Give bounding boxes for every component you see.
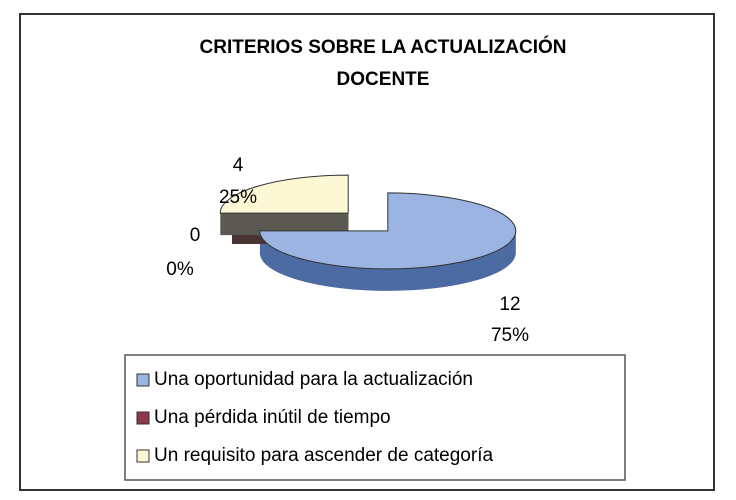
data-label-percent: 0% bbox=[166, 259, 194, 280]
data-label-percent: 75% bbox=[491, 325, 529, 346]
legend-label: Un requisito para ascender de categoría bbox=[154, 445, 493, 466]
legend-swatch bbox=[136, 373, 150, 387]
legend-swatch bbox=[136, 411, 150, 425]
legend-label: Una oportunidad para la actualización bbox=[154, 369, 473, 390]
chart-title: CRITERIOS SOBRE LA ACTUALIZACIÓN bbox=[200, 36, 567, 58]
data-label: 0 bbox=[190, 225, 201, 246]
pie-slice bbox=[219, 174, 349, 214]
data-label-percent: 25% bbox=[219, 187, 257, 208]
chart-title: DOCENTE bbox=[337, 69, 430, 90]
legend-box bbox=[124, 354, 626, 481]
data-label: 4 bbox=[233, 155, 244, 176]
data-label: 12 bbox=[499, 294, 520, 315]
legend-swatch bbox=[136, 449, 150, 463]
legend-label: Una pérdida inútil de tiempo bbox=[154, 407, 391, 428]
pie-slice bbox=[259, 192, 517, 270]
